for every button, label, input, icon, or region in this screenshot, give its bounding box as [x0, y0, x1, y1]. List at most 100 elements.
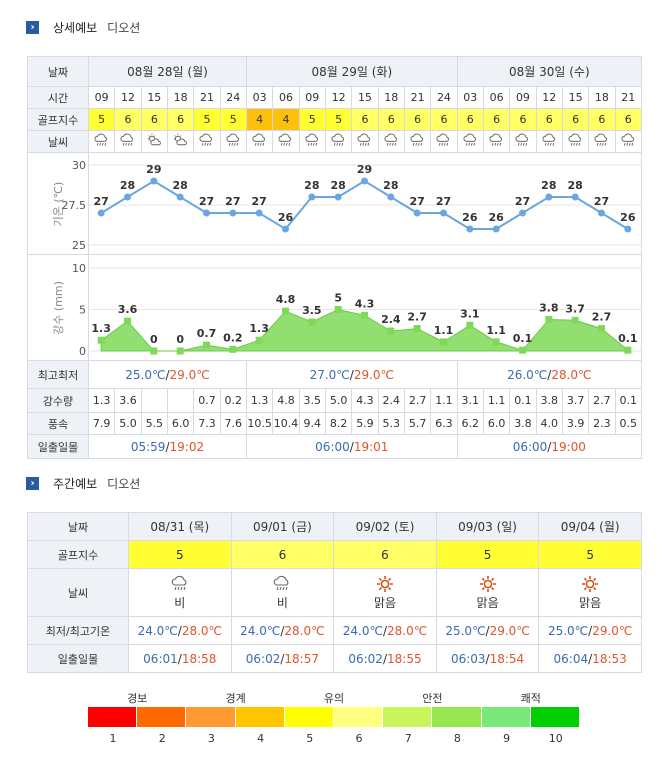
data-label: 1.3 — [91, 322, 111, 335]
detail-section-location: 디오션 — [107, 20, 141, 35]
data-label: 1.1 — [486, 324, 506, 337]
temperature-chart: 30 27.5 25 27 28 29 28 27 27 27 26 28 28 29 28 27 27 26 26… — [62, 159, 641, 252]
row-label-temp: 기온 (℃) — [27, 152, 89, 255]
separator: / — [547, 439, 552, 454]
row-label-wind: 풍속 — [27, 412, 89, 435]
weekly-date-header: 09/04 (월) — [538, 512, 642, 541]
precip-cell: 1.3 — [87, 388, 116, 413]
data-label: 0.1 — [618, 332, 638, 345]
time-cell: 21 — [614, 86, 642, 109]
data-point — [334, 193, 342, 201]
scale-color-swatch — [432, 707, 481, 727]
weather-cell — [351, 130, 379, 153]
weekly-temp-cell: 24.0℃/28.0℃ — [230, 616, 335, 645]
data-point — [571, 193, 579, 201]
scale-color-swatch — [284, 707, 333, 727]
data-point — [387, 193, 395, 201]
data-point — [545, 193, 553, 201]
arrow-icon: › — [26, 20, 39, 34]
weekly-sun-cell: 06:02/18:57 — [230, 644, 335, 673]
row-label-golf: 골프지수 — [27, 108, 89, 131]
sunset-time: 18:53 — [592, 651, 627, 666]
wind-cell: 5.0 — [114, 412, 142, 435]
data-label: 28 — [383, 179, 398, 192]
separator: / — [280, 651, 285, 666]
golf-index-cell: 6 — [114, 108, 142, 131]
weather-text: 비 — [276, 596, 288, 610]
scale-number: 4 — [257, 732, 265, 745]
data-label: 2.4 — [381, 313, 401, 326]
wind-cell: 6.0 — [166, 412, 195, 435]
day-date-header: 08월 28일 (월) — [88, 56, 247, 87]
scale-number: 9 — [503, 732, 511, 745]
weather-cell — [245, 130, 274, 153]
golf-index-cell: 5 — [219, 108, 247, 131]
weekly-row-label-golf: 골프지수 — [27, 540, 129, 569]
wind-cell: 5.9 — [351, 412, 379, 435]
golf-index-cell: 5 — [324, 108, 353, 131]
detail-section-title: 상세예보 — [53, 20, 98, 35]
precip-cell: 3.6 — [114, 388, 142, 413]
min-temp: 26.0℃ — [507, 367, 548, 382]
data-point — [97, 336, 105, 344]
day-date-header: 08월 29일 (화) — [245, 56, 458, 87]
max-temp: 29.0℃ — [353, 367, 395, 382]
data-label: 28 — [331, 179, 346, 192]
min-temp: 25.0℃ — [445, 623, 486, 638]
rain-cloud-icon — [277, 132, 294, 152]
y-tick-label: 10 — [72, 262, 86, 275]
rain-cloud-icon — [462, 132, 479, 152]
rain-cloud-icon — [488, 132, 505, 152]
weekly-row-label-weather: 날씨 — [27, 568, 129, 617]
data-point — [492, 225, 500, 233]
separator: / — [588, 651, 593, 666]
scale-label: 경보 — [127, 692, 148, 705]
row-label-date: 날짜 — [27, 56, 89, 87]
scale-number: 2 — [158, 732, 166, 745]
precip-cell: 2.7 — [588, 388, 616, 413]
data-point — [519, 346, 526, 354]
weather-cell — [166, 130, 195, 153]
weather-cell — [219, 130, 247, 153]
precip-cell — [166, 388, 195, 413]
weather-cell — [535, 130, 563, 153]
data-label: 4.3 — [355, 297, 375, 310]
weekly-sun-cell: 06:04/18:53 — [538, 644, 642, 673]
data-point — [387, 327, 395, 335]
weekly-golf-cell: 5 — [435, 540, 540, 569]
weather-text: 비 — [174, 596, 186, 610]
min-temp: 24.0℃ — [137, 623, 178, 638]
precip-cell: 5.0 — [324, 388, 353, 413]
data-label: 1.3 — [249, 322, 269, 335]
separator: / — [165, 439, 170, 454]
data-point — [361, 177, 368, 185]
data-point — [308, 193, 316, 201]
wind-cell: 7.3 — [193, 412, 221, 435]
data-label: 28 — [568, 179, 583, 192]
data-point — [598, 325, 605, 333]
weekly-weather-cell: 맑음 — [435, 568, 540, 617]
y-tick-label: 27.5 — [62, 199, 87, 212]
max-temp: 29.0℃ — [169, 367, 210, 382]
partly-cloudy-icon — [172, 132, 189, 152]
weekly-golf-cell: 6 — [333, 540, 437, 569]
time-cell: 18 — [588, 86, 616, 109]
data-point — [150, 347, 158, 355]
min-temp: 25.0℃ — [547, 623, 589, 638]
rain-cloud-icon — [304, 132, 321, 152]
golf-index-cell: 6 — [351, 108, 379, 131]
golf-index-legend: 1 2 3 4 5 6 7 8 9 10 경보 경계 유의 안전 쾌적 — [88, 690, 580, 750]
weather-cell — [298, 130, 326, 153]
rain-cloud-icon — [119, 132, 136, 152]
time-cell: 21 — [193, 86, 221, 109]
scale-color-swatch — [186, 707, 235, 727]
golf-index-cell: 6 — [509, 108, 537, 131]
weekly-date-header: 09/01 (금) — [230, 512, 335, 541]
time-cell: 21 — [403, 86, 432, 109]
precipitation-chart: 10 5 0 1.3 3.6 0 0 0.7 0.2 1.3 4.8 3.5 5 4.3 2.4 2.7 1.1… — [72, 262, 641, 358]
data-label: 1.1 — [434, 324, 454, 337]
separator: / — [349, 367, 354, 382]
data-label: 27 — [515, 195, 530, 208]
data-point — [440, 338, 447, 346]
wind-cell: 5.5 — [140, 412, 168, 435]
